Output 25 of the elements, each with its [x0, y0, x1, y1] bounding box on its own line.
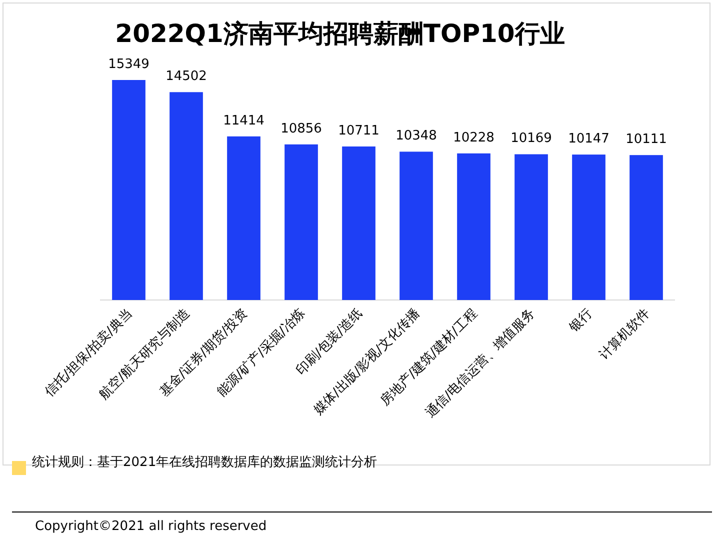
x-tick-label: 计算机软件 [596, 306, 654, 363]
data-label: 14502 [166, 69, 207, 84]
bar [514, 154, 548, 300]
data-label: 10169 [510, 131, 552, 146]
text: Copyright©2021 all rights reserved [35, 519, 267, 534]
data-label: 10856 [280, 121, 322, 136]
data-label: 15349 [108, 57, 150, 72]
bar [572, 154, 606, 300]
text: 统计规则：基于2021年在线招聘数据库的数据监测统计分析 [32, 455, 378, 470]
data-label: 10711 [338, 123, 380, 138]
bar [170, 92, 203, 300]
bar [630, 155, 663, 300]
x-tick-label: 银行 [566, 306, 596, 336]
chart-title: 2022Q1济南平均招聘薪酬TOP10行业 [115, 19, 565, 48]
data-label: 10111 [626, 132, 667, 148]
bar [227, 136, 260, 300]
bar [112, 80, 146, 300]
data-label: 11414 [223, 113, 264, 128]
data-label: 10348 [396, 128, 437, 144]
bar [400, 152, 433, 300]
data-label: 10228 [453, 130, 494, 146]
bar [284, 144, 318, 300]
bar [457, 153, 490, 300]
bar [342, 146, 376, 300]
data-label: 10147 [568, 132, 610, 147]
